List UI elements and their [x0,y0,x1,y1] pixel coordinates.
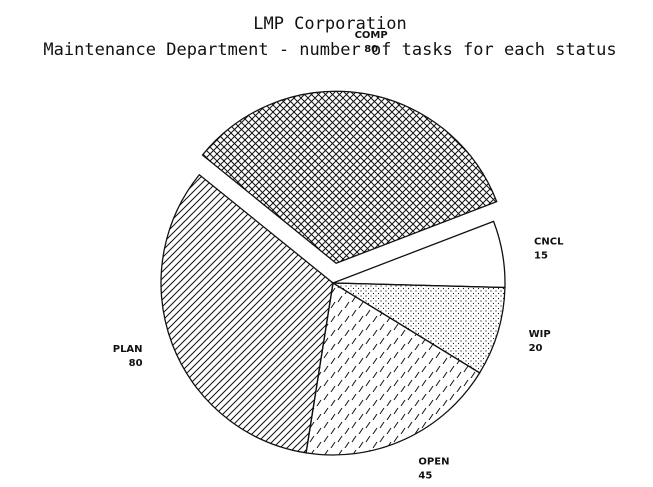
slice-value: 20 [529,343,543,354]
slice-label: PLAN [113,344,143,355]
slice-label: OPEN [418,456,449,467]
chart-title: LMP Corporation [253,14,407,34]
slice-label: COMP [355,30,388,41]
pie-slice [160,173,334,454]
pie-slice [201,90,498,264]
slice-label: WIP [529,329,551,340]
pie-slice [330,282,506,374]
chart-subtitle: Maintenance Department - number of tasks… [43,40,616,60]
slice-value: 80 [129,358,143,369]
pie-slice [305,281,481,456]
slice-value: 45 [418,470,432,481]
slice-label: CNCL [534,236,564,247]
slice-value: 80 [364,44,378,55]
slice-value: 15 [534,250,548,261]
